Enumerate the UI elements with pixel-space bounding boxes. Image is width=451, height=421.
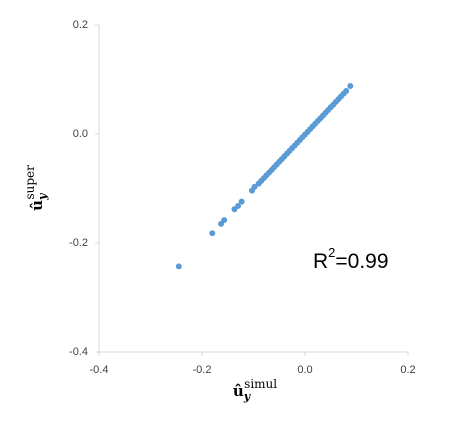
y-tick-label: 0.2 [73,19,88,31]
x-tick-label: -0.2 [193,364,212,376]
annotation-base: R [313,250,328,273]
x-tick-label: -0.4 [90,364,109,376]
label-sub: y [36,192,49,201]
label-base: û [28,200,46,211]
annotation: R2=0.99 [313,245,389,272]
label-base: û [233,382,244,400]
annotation-sup: 2 [328,245,335,260]
x-axis-label: ûysimul [233,377,277,404]
point [221,217,228,224]
y-tick-label: -0.2 [69,237,88,249]
x-tick-label: 0.2 [400,364,415,376]
point [343,87,350,94]
label-sub: y [243,390,252,403]
label-sup: super [23,165,37,200]
point [251,183,258,190]
point [209,230,216,237]
annotation-rest: =0.99 [335,250,388,273]
y-tick-label: -0.4 [69,346,88,358]
point [238,198,245,205]
point [235,202,242,209]
x-tick-label: 0.0 [297,364,312,376]
y-tick-label: 0.0 [73,128,88,140]
point [347,83,354,90]
y-axis-label: ûysuper [23,165,50,211]
label-sup: simul [244,377,277,391]
point [175,263,182,270]
